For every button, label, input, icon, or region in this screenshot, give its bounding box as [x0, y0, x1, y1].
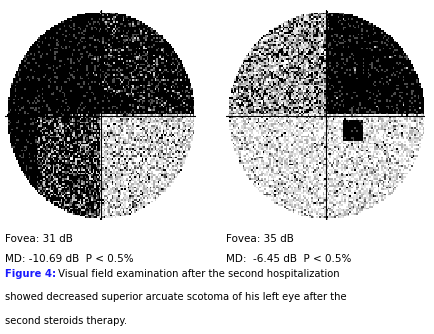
- Text: showed decreased superior arcuate scotoma of his left eye after the: showed decreased superior arcuate scotom…: [5, 292, 347, 302]
- Text: Visual field examination after the second hospitalization: Visual field examination after the secon…: [55, 269, 340, 279]
- Text: MD:  -6.45 dB  P < 0.5%: MD: -6.45 dB P < 0.5%: [226, 254, 351, 264]
- Text: MD: -10.69 dB  P < 0.5%: MD: -10.69 dB P < 0.5%: [5, 254, 134, 264]
- Text: second steroids therapy.: second steroids therapy.: [5, 316, 127, 326]
- Text: Figure 4:: Figure 4:: [5, 269, 56, 279]
- Text: Fovea: 31 dB: Fovea: 31 dB: [5, 234, 73, 244]
- Text: Fovea: 35 dB: Fovea: 35 dB: [226, 234, 293, 244]
